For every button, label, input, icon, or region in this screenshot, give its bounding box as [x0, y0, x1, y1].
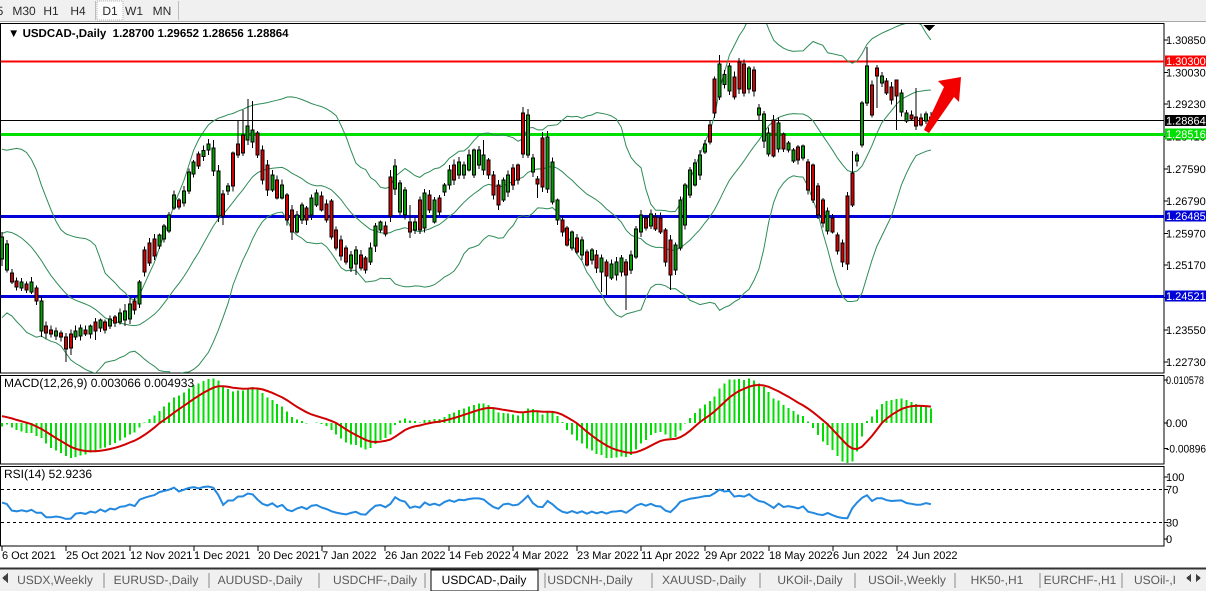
svg-text:HK50-,H1: HK50-,H1 — [971, 573, 1024, 587]
svg-text:25 Oct 2021: 25 Oct 2021 — [66, 550, 126, 562]
svg-text:26 Jan 2022: 26 Jan 2022 — [385, 550, 446, 562]
svg-text:6 Oct 2021: 6 Oct 2021 — [2, 550, 56, 562]
svg-text:1.24521: 1.24521 — [1166, 291, 1206, 303]
svg-text:0: 0 — [1166, 534, 1172, 546]
svg-text:23 Mar 2022: 23 Mar 2022 — [577, 550, 639, 562]
svg-text:1.25970: 1.25970 — [1166, 229, 1206, 241]
svg-text:M30: M30 — [12, 4, 36, 18]
svg-text:1.27590: 1.27590 — [1166, 164, 1206, 176]
svg-text:30: 30 — [1166, 518, 1178, 530]
svg-text:1.28864: 1.28864 — [1166, 116, 1206, 128]
svg-text:H4: H4 — [70, 4, 86, 18]
svg-text:100: 100 — [1166, 472, 1184, 484]
svg-text:1.30300: 1.30300 — [1166, 56, 1206, 68]
svg-text:4 Mar 2022: 4 Mar 2022 — [513, 550, 569, 562]
svg-text:1.23550: 1.23550 — [1166, 325, 1206, 337]
svg-text:24 Jun 2022: 24 Jun 2022 — [897, 550, 958, 562]
svg-text:1.26790: 1.26790 — [1166, 196, 1206, 208]
svg-text:18 May 2022: 18 May 2022 — [769, 550, 833, 562]
svg-text:1.22730: 1.22730 — [1166, 357, 1206, 369]
svg-text:14 Feb 2022: 14 Feb 2022 — [449, 550, 511, 562]
svg-text:1.29230: 1.29230 — [1166, 99, 1206, 111]
svg-text:USOil-,I: USOil-,I — [1134, 573, 1176, 587]
svg-text:1.30850: 1.30850 — [1166, 35, 1206, 47]
svg-text:USOil-,Weekly: USOil-,Weekly — [868, 573, 946, 587]
svg-text:0.010578: 0.010578 — [1166, 375, 1204, 387]
svg-text:UKOil-,Daily: UKOil-,Daily — [777, 573, 842, 587]
svg-text:▼ USDCAD-,Daily 1.28700 1.296: ▼ USDCAD-,Daily 1.28700 1.29652 1.28656 … — [8, 28, 289, 40]
svg-text:5: 5 — [0, 4, 4, 18]
svg-text:H1: H1 — [43, 4, 59, 18]
svg-text:USDCNH-,Daily: USDCNH-,Daily — [547, 573, 632, 587]
svg-text:USDCHF-,Daily: USDCHF-,Daily — [333, 573, 417, 587]
svg-text:MACD(12,26,9) 0.003066 0.00493: MACD(12,26,9) 0.003066 0.004933 — [4, 376, 194, 390]
svg-text:XAUUSD-,Daily: XAUUSD-,Daily — [662, 573, 746, 587]
svg-text:EURCHF-,H1: EURCHF-,H1 — [1044, 573, 1117, 587]
svg-text:D1: D1 — [102, 4, 118, 18]
svg-text:29 Apr 2022: 29 Apr 2022 — [705, 550, 764, 562]
svg-text:1.28516: 1.28516 — [1166, 129, 1206, 141]
svg-text:MN: MN — [153, 4, 172, 18]
svg-text:1.25170: 1.25170 — [1166, 260, 1206, 272]
svg-text:RSI(14) 52.9236: RSI(14) 52.9236 — [4, 467, 92, 481]
svg-text:12 Nov 2021: 12 Nov 2021 — [130, 550, 192, 562]
svg-text:6 Jun 2022: 6 Jun 2022 — [833, 550, 887, 562]
svg-text:-0.00896: -0.00896 — [1166, 444, 1206, 456]
svg-text:0.00: 0.00 — [1166, 418, 1187, 430]
svg-text:W1: W1 — [125, 4, 143, 18]
svg-text:20 Dec 2021: 20 Dec 2021 — [258, 550, 320, 562]
svg-text:EURUSD-,Daily: EURUSD-,Daily — [114, 573, 199, 587]
svg-text:USDCAD-,Daily: USDCAD-,Daily — [442, 573, 527, 587]
svg-text:1 Dec 2021: 1 Dec 2021 — [194, 550, 250, 562]
svg-text:70: 70 — [1166, 485, 1178, 497]
svg-text:7 Jan 2022: 7 Jan 2022 — [322, 550, 376, 562]
svg-text:1.30030: 1.30030 — [1166, 68, 1206, 80]
svg-text:USDX,Weekly: USDX,Weekly — [17, 573, 93, 587]
svg-text:1.26485: 1.26485 — [1166, 211, 1206, 223]
svg-text:11 Apr 2022: 11 Apr 2022 — [641, 550, 700, 562]
svg-text:AUDUSD-,Daily: AUDUSD-,Daily — [218, 573, 303, 587]
